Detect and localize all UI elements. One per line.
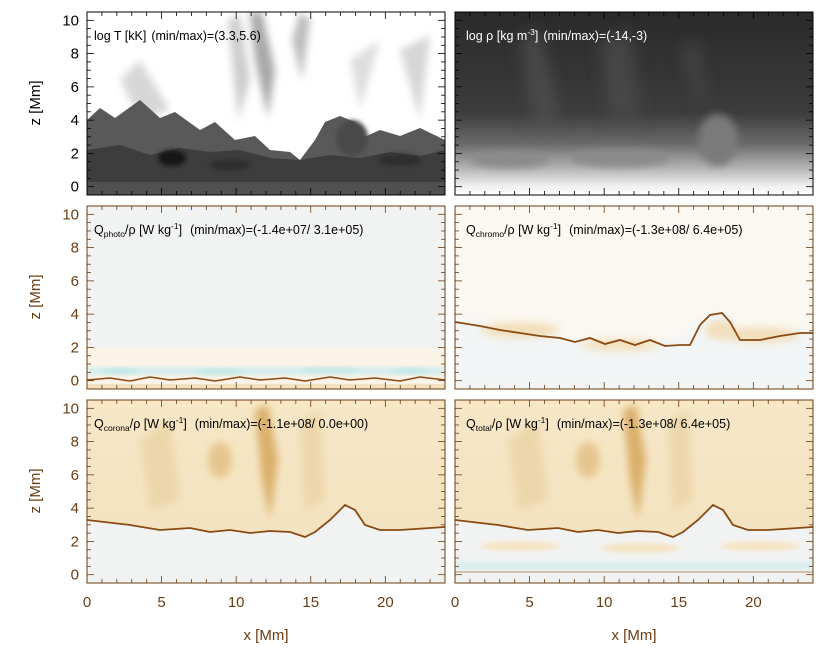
title-rest: ] [535, 29, 538, 43]
xlabel-q-corona: x [Mm] [244, 627, 289, 644]
panel-temperature: log T [kK] (min/max)=(3.3,5.6) z [Mm] [27, 11, 446, 196]
y-tick-label: 0 [71, 179, 79, 196]
title-range-label: (min/max) [195, 417, 251, 431]
title-q: Q [94, 223, 104, 237]
y-tick-label: 8 [71, 240, 79, 257]
x-tick-label: 0 [451, 594, 459, 611]
title-mid: /ρ [W kg [504, 223, 550, 237]
panel-q-total-title: Qtotal/ρ [W kg-1] (min/max)=(-1.3e+08/ 6.… [466, 415, 730, 433]
y-tick-label: 6 [71, 79, 79, 96]
panel-density-title: log ρ [kg m-3] (min/max)=(-14,-3) [466, 27, 647, 43]
title-sub: photo [104, 229, 126, 239]
panel-q-photo-title: Qphoto/ρ [W kg-1] (min/max)=(-1.4e+07/ 3.… [94, 221, 363, 239]
x-tick-label: 10 [228, 594, 245, 611]
title-sub: chromo [476, 229, 505, 239]
panel-q-chromo-title: Qchromo/ρ [W kg-1] (min/max)=(-1.3e+08/ 6… [466, 221, 743, 239]
temperature-heatmap [87, 12, 445, 195]
title-rest: ] [183, 417, 186, 431]
q-total-heatmap [455, 400, 813, 583]
q-chromo-heatmap [455, 206, 813, 389]
y-tick-label: 10 [62, 206, 79, 223]
y-tick-label: 6 [71, 467, 79, 484]
title-exp: -1 [538, 415, 546, 425]
title-exp: -1 [171, 221, 179, 231]
y-tick-label: 0 [71, 373, 79, 390]
x-tick-label: 5 [525, 594, 533, 611]
panel-q-corona-title: Qcorona/ρ [W kg-1] (min/max)=(-1.1e+08/ 0… [94, 415, 368, 433]
title-mid: /ρ [W kg [492, 417, 538, 431]
ticks-layer: 0 2 4 6 8 10 0 2 4 6 8 10 0 2 4 6 8 10 0 5 10 15 20 0 5 10 15 20 [62, 12, 814, 611]
y-tick-label: 6 [71, 273, 79, 290]
title-sub: total [476, 423, 492, 433]
y-tick-label: 2 [71, 533, 79, 550]
xlabel-q-total: x [Mm] [612, 627, 657, 644]
x-tick-label: 0 [83, 594, 91, 611]
x-tick-label: 15 [670, 594, 687, 611]
title-q: Q [466, 417, 476, 431]
title-range-label: (min/max) [190, 223, 246, 237]
ylabel-q-corona: z [Mm] [27, 469, 44, 514]
title-range-label: (min/max) [557, 417, 613, 431]
title-main: log ρ [kg m [466, 29, 527, 43]
y-tick-label: 4 [71, 306, 79, 323]
title-range-label: (min/max) [543, 29, 599, 43]
title-sub: corona [104, 423, 130, 433]
title-range-value: =(-14,-3) [599, 29, 647, 43]
density-heatmap [455, 12, 813, 195]
title-range-label: (min/max) [151, 29, 207, 43]
x-tick-label: 20 [377, 594, 394, 611]
title-rest: ] [558, 223, 561, 237]
x-tick-label: 15 [302, 594, 319, 611]
title-range-label: (min/max) [569, 223, 625, 237]
title-exp: -1 [176, 415, 184, 425]
x-tick-label: 5 [157, 594, 165, 611]
x-tick-label: 20 [745, 594, 762, 611]
y-tick-label: 4 [71, 112, 79, 129]
ylabel-q-photo: z [Mm] [27, 275, 44, 320]
panel-q-chromo: Qchromo/ρ [W kg-1] (min/max)=(-1.3e+08/ 6… [454, 205, 814, 390]
panel-temperature-title: log T [kK] (min/max)=(3.3,5.6) [94, 29, 261, 43]
y-tick-label: 4 [71, 500, 79, 517]
ylabel-temperature: z [Mm] [27, 81, 44, 126]
title-main: log T [kK] [94, 29, 146, 43]
panel-q-photo: Qphoto/ρ [W kg-1] (min/max)=(-1.4e+07/ 3.… [27, 205, 446, 390]
q-photo-heatmap [87, 206, 445, 389]
title-range-value: =(-1.4e+07/ 3.1e+05) [246, 223, 364, 237]
y-tick-label: 10 [62, 12, 79, 29]
title-range-value: =(3.3,5.6) [207, 29, 261, 43]
x-tick-label: 10 [596, 594, 613, 611]
title-range-value: =(-1.3e+08/ 6.4e+05) [625, 223, 743, 237]
y-tick-label: 10 [62, 400, 79, 417]
title-q: Q [94, 417, 104, 431]
title-mid: /ρ [W kg [130, 417, 176, 431]
title-exp: -1 [550, 221, 558, 231]
y-tick-label: 0 [71, 567, 79, 584]
q-corona-heatmap [87, 400, 445, 583]
title-q: Q [466, 223, 476, 237]
title-range-value: =(-1.1e+08/ 0.0e+00) [250, 417, 368, 431]
title-range-value: =(-1.3e+08/ 6.4e+05) [612, 417, 730, 431]
title-exp: -3 [527, 27, 535, 37]
panel-q-total: Qtotal/ρ [W kg-1] (min/max)=(-1.3e+08/ 6.… [454, 399, 814, 644]
panel-q-corona: Qcorona/ρ [W kg-1] (min/max)=(-1.1e+08/ 0… [27, 399, 446, 644]
y-tick-label: 8 [71, 46, 79, 63]
y-tick-label: 2 [71, 339, 79, 356]
title-mid: /ρ [W kg [125, 223, 171, 237]
panel-density: log ρ [kg m-3] (min/max)=(-14,-3) [454, 11, 814, 196]
title-rest: ] [179, 223, 182, 237]
y-tick-label: 8 [71, 434, 79, 451]
y-tick-label: 2 [71, 145, 79, 162]
title-rest: ] [545, 417, 548, 431]
